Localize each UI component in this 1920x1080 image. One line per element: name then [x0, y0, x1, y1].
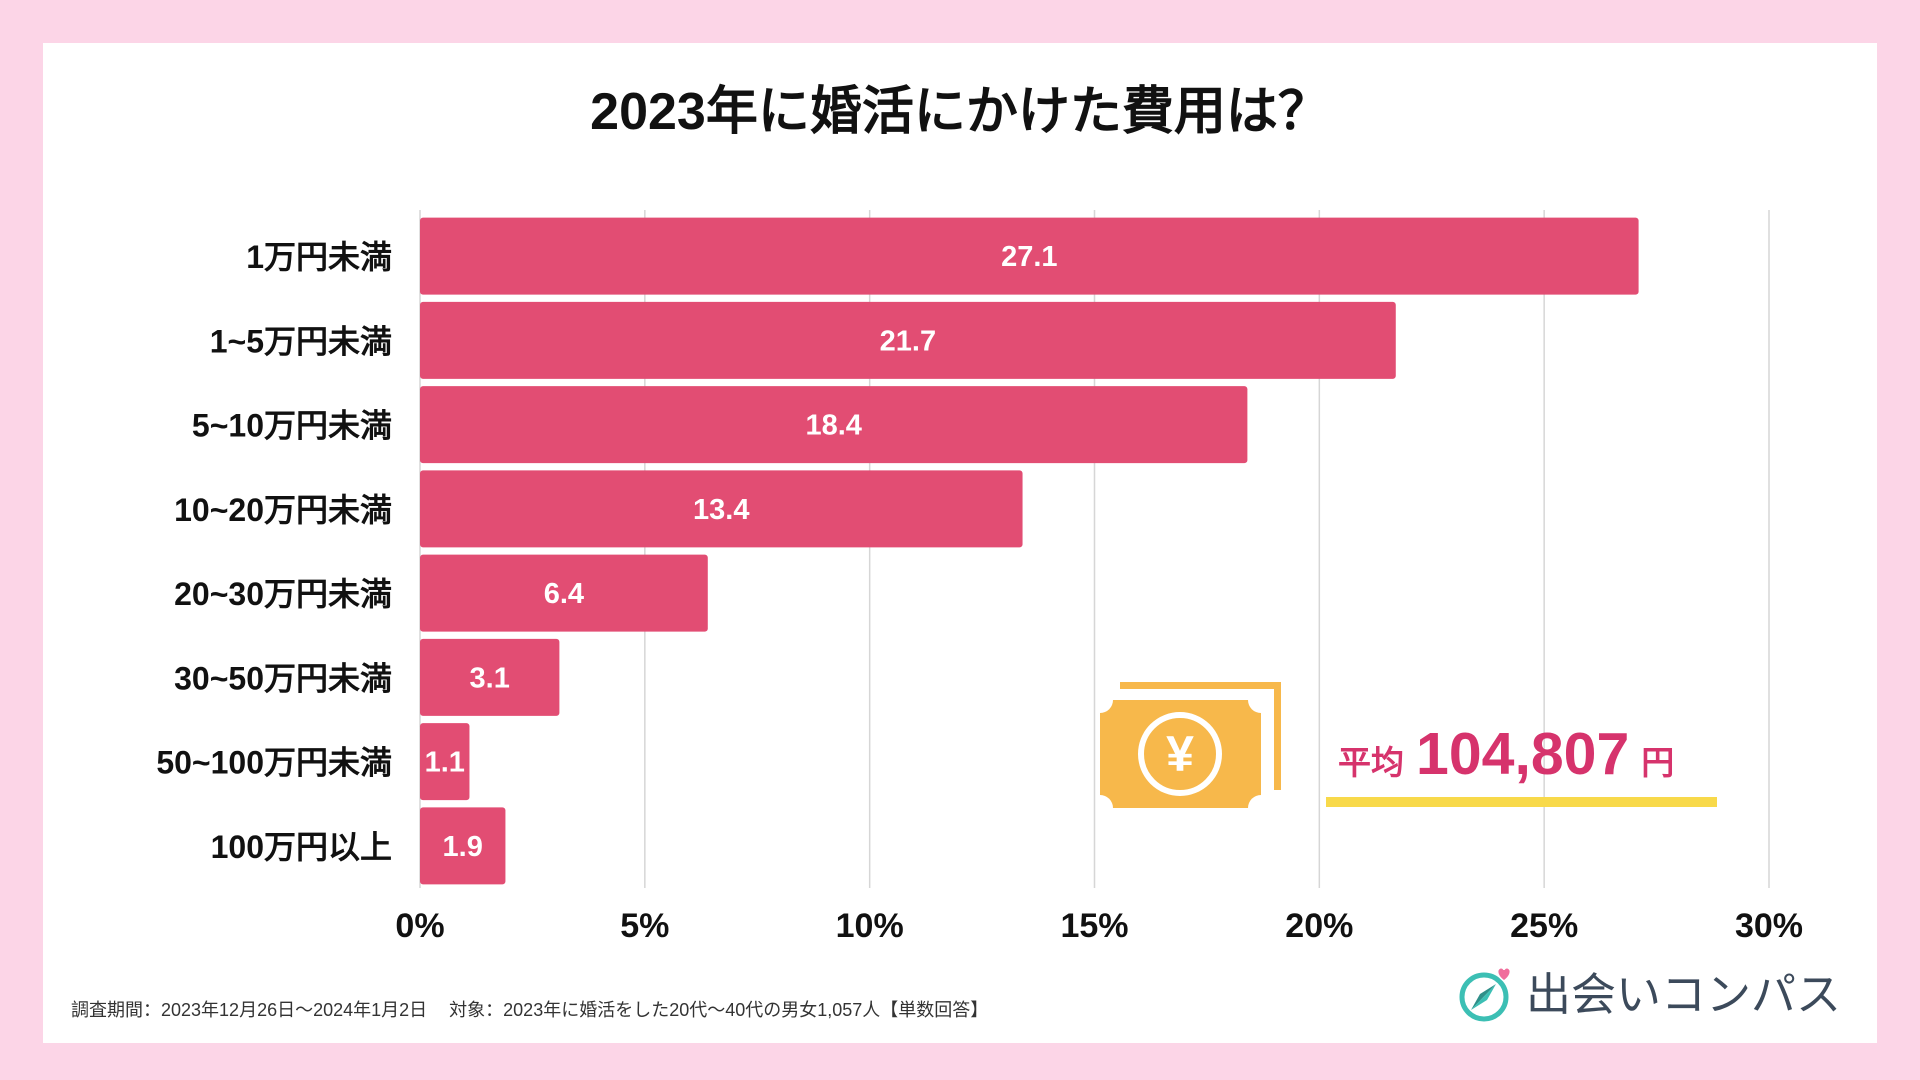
category-label: 100万円以上 [211, 829, 392, 865]
bill-corner-notch [1100, 700, 1113, 713]
average-unit: 円 [1641, 744, 1675, 781]
x-tick-label: 15% [1060, 907, 1128, 945]
money-bill-icon: ¥ [1100, 682, 1281, 808]
bar-value-label: 18.4 [805, 410, 861, 442]
bar-value-label: 1.9 [443, 831, 483, 863]
bar-value-label: 13.4 [693, 494, 749, 526]
bar-value-label: 6.4 [544, 578, 584, 610]
category-label: 20~30万円未満 [174, 576, 392, 612]
bill-corner-notch [1248, 795, 1261, 808]
bill-back-outline [1120, 682, 1281, 790]
x-tick-label: 20% [1285, 907, 1353, 945]
bar [420, 638, 560, 716]
bar-value-label: 27.1 [1001, 241, 1057, 273]
category-label: 50~100万円未満 [156, 745, 392, 781]
x-tick-label: 25% [1510, 907, 1578, 945]
average-label: 平均 [1338, 744, 1404, 781]
yen-coin-icon: ¥ [1138, 712, 1222, 796]
x-tick-label: 10% [836, 907, 904, 945]
survey-period: 調査期間：2023年12月26日〜2024年1月2日 [71, 1000, 428, 1020]
x-tick-label: 30% [1735, 907, 1803, 945]
compass-heart-icon [1459, 967, 1512, 1022]
average-value: 104,807 [1416, 721, 1630, 787]
bar [420, 807, 506, 885]
survey-note: 調査期間：2023年12月26日〜2024年1月2日 対象：2023年に婚活をした… [71, 999, 988, 1021]
brand-logo: 出会いコンパス [1456, 964, 1841, 1024]
x-tick-label: 0% [395, 907, 444, 945]
bar-value-label: 21.7 [880, 325, 936, 357]
category-label: 5~10万円未満 [192, 408, 392, 444]
bill-corner-notch [1100, 795, 1113, 808]
bar [420, 386, 1248, 464]
bill-front: ¥ [1100, 700, 1261, 808]
logo-text: 出会いコンパス [1526, 968, 1842, 1020]
bar-value-label: 1.1 [425, 747, 465, 779]
bar [420, 301, 1396, 379]
average-annotation: 平均 104,807 円 [1338, 725, 1674, 784]
bar-value-label: 3.1 [470, 662, 510, 694]
bar [420, 470, 1023, 548]
average-underline [1326, 797, 1717, 807]
bar [420, 217, 1639, 295]
category-label: 1万円未満 [246, 239, 392, 275]
x-tick-label: 5% [620, 907, 669, 945]
bill-corner-notch [1248, 700, 1261, 713]
category-label: 10~20万円未満 [174, 492, 392, 528]
yen-symbol: ¥ [1166, 726, 1194, 782]
category-label: 1~5万円未満 [210, 323, 392, 359]
survey-target: 対象：2023年に婚活をした20代〜40代の男女1,057人【単数回答】 [449, 1000, 989, 1020]
bar [420, 554, 708, 632]
bar [420, 723, 470, 801]
category-label: 30~50万円未満 [174, 660, 392, 696]
chart-title: 2023年に婚活にかけた費用は？ [590, 83, 1330, 141]
